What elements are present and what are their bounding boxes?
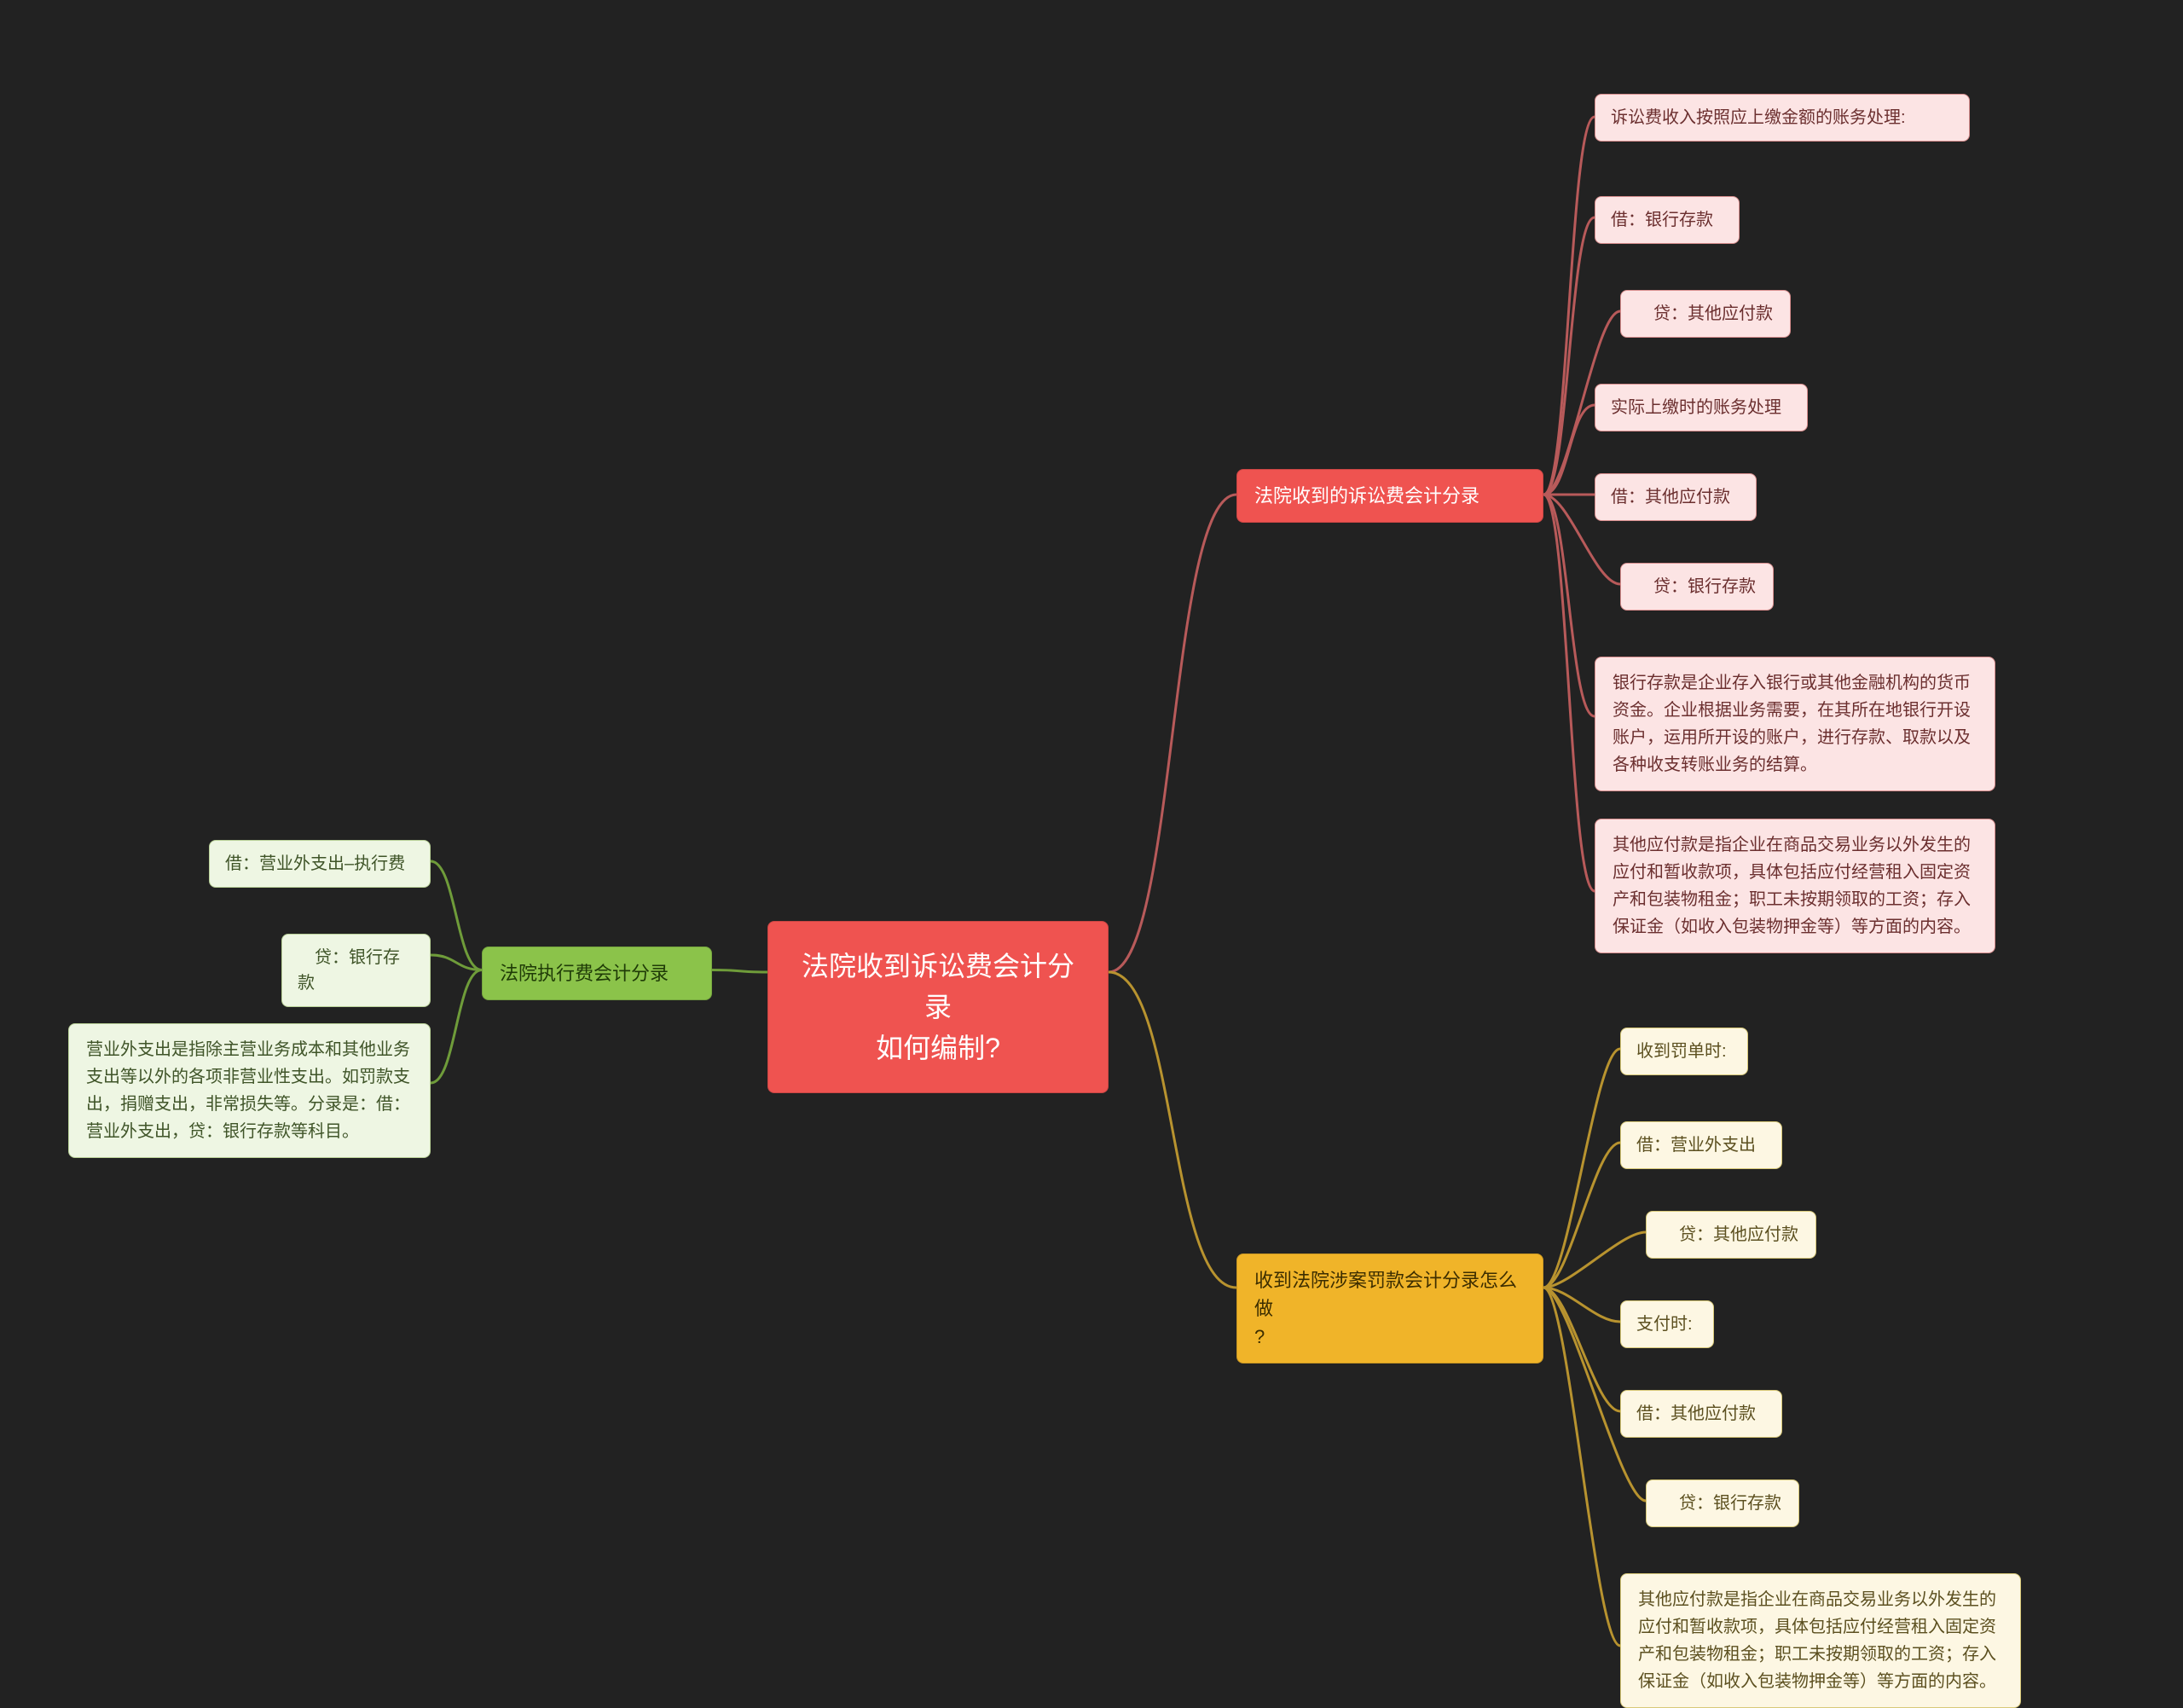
leaf-yellow-4: 借：其他应付款 [1620,1390,1782,1438]
leaf-red-3: 实际上缴时的账务处理 [1595,384,1808,431]
leaf-green-0: 借：营业外支出–执行费 [209,840,431,888]
leaf-red-4: 借：其他应付款 [1595,473,1757,521]
leaf-red-6: 银行存款是企业存入银行或其他金融机构的货币资金。企业根据业务需要，在其所在地银行… [1595,657,1995,791]
leaf-red-7: 其他应付款是指企业在商品交易业务以外发生的应付和暂收款项，具体包括应付经营租入固… [1595,819,1995,953]
leaf-yellow-1: 借：营业外支出 [1620,1121,1782,1169]
mindmap-canvas: 法院收到诉讼费会计分录如何编制? 法院收到的诉讼费会计分录 诉讼费收入按照应上缴金额… [0,0,2183,1668]
leaf-yellow-5: 贷：银行存款 [1646,1479,1799,1527]
leaf-yellow-3: 支付时: [1620,1300,1714,1348]
leaf-red-0: 诉讼费收入按照应上缴金额的账务处理: [1595,94,1970,142]
branch-node-green: 法院执行费会计分录 [482,947,712,1000]
leaf-green-2: 营业外支出是指除主营业务成本和其他业务支出等以外的各项非营业性支出。如罚款支出，… [68,1023,431,1158]
leaf-red-5: 贷：银行存款 [1620,563,1774,611]
leaf-yellow-2: 贷：其他应付款 [1646,1211,1816,1259]
leaf-red-1: 借：银行存款 [1595,196,1740,244]
branch-node-red: 法院收到的诉讼费会计分录 [1236,469,1543,523]
leaf-red-2: 贷：其他应付款 [1620,290,1791,338]
leaf-yellow-0: 收到罚单时: [1620,1028,1748,1075]
center-node: 法院收到诉讼费会计分录如何编制? [767,921,1109,1093]
branch-node-yellow: 收到法院涉案罚款会计分录怎么做? [1236,1253,1543,1364]
leaf-green-1: 贷：银行存款 [281,934,431,1007]
leaf-yellow-6: 其他应付款是指企业在商品交易业务以外发生的应付和暂收款项，具体包括应付经营租入固… [1620,1573,2021,1708]
